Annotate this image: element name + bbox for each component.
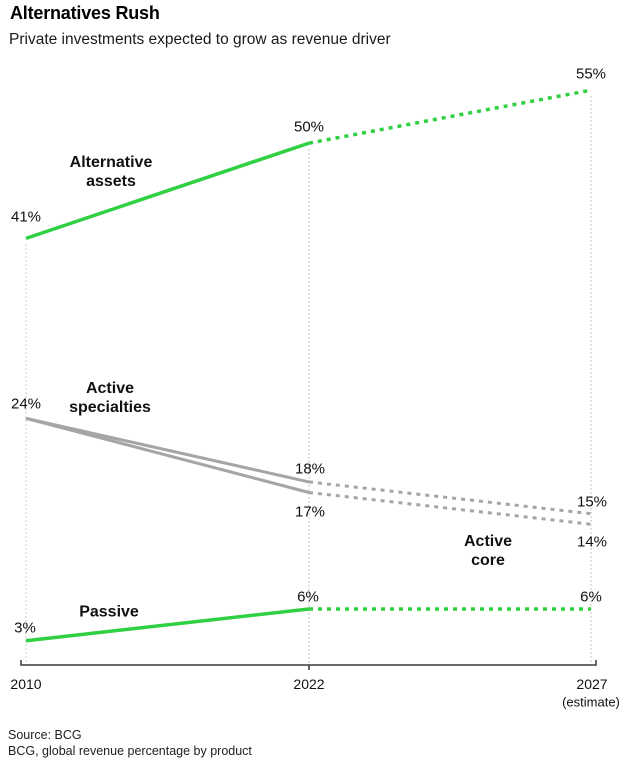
series-label-line: Active (85, 380, 135, 397)
series-label-active-core: Active core (464, 532, 512, 570)
series-solid-active-core (25, 416, 310, 494)
series-solid-active-specialties (25, 416, 310, 484)
source-line: Source: BCG (8, 728, 82, 742)
footnote-line: BCG, global revenue percentage by produc… (8, 744, 252, 758)
value-label-core-2027: 14% (576, 533, 608, 551)
value-label-passive-2022: 6% (297, 588, 319, 606)
series-label-line: specialties (69, 399, 151, 416)
series-label-line: core (471, 552, 505, 569)
chart-title: Alternatives Rush (10, 3, 160, 23)
value-label-spec-2010: 24% (10, 395, 42, 413)
x-tick-2027: 2027 (576, 676, 608, 692)
series-dashed-alternative-assets (308, 88, 592, 145)
x-tick-2022: 2022 (293, 676, 325, 692)
series-label-active-specialties: Active specialties (69, 379, 151, 417)
x-axis (20, 660, 597, 670)
value-label-spec-2027: 15% (576, 493, 608, 511)
source-note: Source: BCG BCG, global revenue percenta… (8, 727, 252, 759)
value-label-core-2022: 17% (294, 503, 326, 521)
series-solid-passive (25, 607, 310, 643)
series-label-line: Alternative (69, 154, 153, 171)
x-tick-estimate-note: (estimate) (562, 694, 620, 710)
series-label-line: assets (86, 173, 136, 190)
series-label-passive: Passive (79, 603, 139, 621)
value-label-alt-2010: 41% (10, 208, 42, 226)
value-label-spec-2022: 18% (294, 460, 326, 478)
value-label-alt-2022: 50% (293, 118, 325, 136)
series-dashed-active-core (308, 491, 592, 526)
value-label-alt-2027: 55% (575, 65, 607, 83)
series-label-line: Active (463, 533, 513, 550)
chart-subtitle: Private investments expected to grow as … (9, 31, 391, 48)
series-dashed-active-specialties (308, 480, 592, 516)
series-label-alternative-assets: Alternative assets (70, 153, 153, 191)
value-label-passive-2027: 6% (580, 588, 602, 606)
value-label-passive-2010: 3% (14, 619, 36, 637)
series-solid-alternative-assets (25, 141, 310, 241)
x-tick-2010: 2010 (10, 676, 42, 692)
